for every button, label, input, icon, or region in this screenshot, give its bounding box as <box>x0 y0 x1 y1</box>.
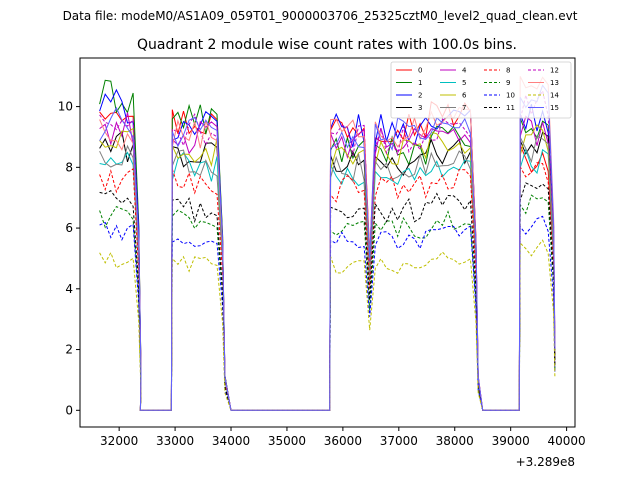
legend-label: 5 <box>462 79 466 87</box>
legend-label: 14 <box>550 92 559 100</box>
y-axis: 0 2 4 6 8 10 <box>58 100 80 417</box>
y-tick-label: 2 <box>65 343 73 357</box>
x-offset-label: +3.289e8 <box>516 455 575 469</box>
y-tick-label: 0 <box>65 403 73 417</box>
x-tick-label: 40000 <box>548 434 586 448</box>
x-tick-label: 34000 <box>212 434 250 448</box>
x-tick-label: 35000 <box>268 434 306 448</box>
legend-label: 8 <box>506 67 510 75</box>
legend-label: 7 <box>462 104 466 112</box>
legend-label: 15 <box>550 104 559 112</box>
x-axis: 32000 33000 34000 35000 36000 37000 38000 39000… <box>100 427 586 448</box>
chart-suptitle: Data file: modeM0/AS1A09_059T01_90000037… <box>63 9 578 23</box>
legend-label: 9 <box>506 79 510 87</box>
legend-label: 11 <box>506 104 515 112</box>
series-line-15 <box>99 84 556 411</box>
series-layer <box>99 76 556 411</box>
legend-label: 12 <box>550 67 559 75</box>
legend-label: 3 <box>418 104 422 112</box>
y-tick-label: 8 <box>65 160 73 174</box>
legend-frame <box>390 61 572 119</box>
y-tick-label: 6 <box>65 221 73 235</box>
legend-label: 10 <box>506 92 515 100</box>
x-tick-label: 39000 <box>492 434 530 448</box>
plot-area: 32000 33000 34000 35000 36000 37000 38000 39000… <box>58 57 586 469</box>
legend-label: 2 <box>418 92 422 100</box>
chart-title: Quadrant 2 module wise count rates with … <box>137 37 517 53</box>
legend-label: 6 <box>462 92 467 100</box>
x-tick-label: 38000 <box>436 434 474 448</box>
x-tick-label: 36000 <box>324 434 362 448</box>
y-tick-label: 4 <box>65 282 73 296</box>
legend-label: 1 <box>418 79 422 87</box>
x-tick-label: 33000 <box>156 434 194 448</box>
y-tick-label: 10 <box>58 100 73 114</box>
legend-label: 0 <box>418 67 422 75</box>
x-tick-label: 32000 <box>100 434 138 448</box>
x-tick-label: 37000 <box>380 434 418 448</box>
axes-frame <box>79 57 576 428</box>
legend-label: 13 <box>550 79 559 87</box>
legend-label: 4 <box>462 67 467 75</box>
